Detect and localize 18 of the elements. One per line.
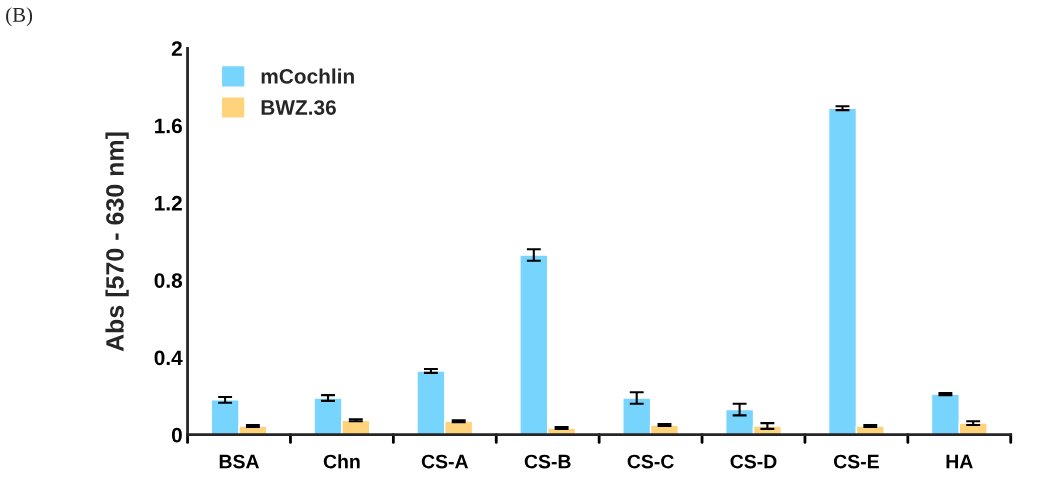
x-tick-label: BSA (219, 454, 260, 469)
x-tick-label: Chn (323, 454, 360, 469)
y-tick-label: 0 (171, 427, 182, 443)
legend-label: mCochlin (261, 68, 354, 84)
x-tick-label: HA (946, 454, 973, 469)
x-tick-label: CS-A (421, 454, 469, 469)
y-tick-label: 0.8 (154, 273, 183, 288)
text: (B) (6, 7, 33, 27)
x-tick-label: CS-E (833, 454, 879, 469)
y-tick-label: 1.6 (155, 118, 182, 134)
y-tick-label: 0.4 (154, 350, 183, 366)
y-tick-label: 2 (171, 41, 182, 56)
x-tick-label: CS-B (524, 454, 571, 469)
y-axis-title: Abs [570 - 630 nm] (105, 132, 129, 352)
x-tick-label: CS-C (627, 454, 674, 469)
y-tick-label: 1.2 (155, 195, 182, 211)
legend-label: BWZ.36 (261, 100, 336, 115)
x-tick-label: CS-D (730, 454, 777, 469)
